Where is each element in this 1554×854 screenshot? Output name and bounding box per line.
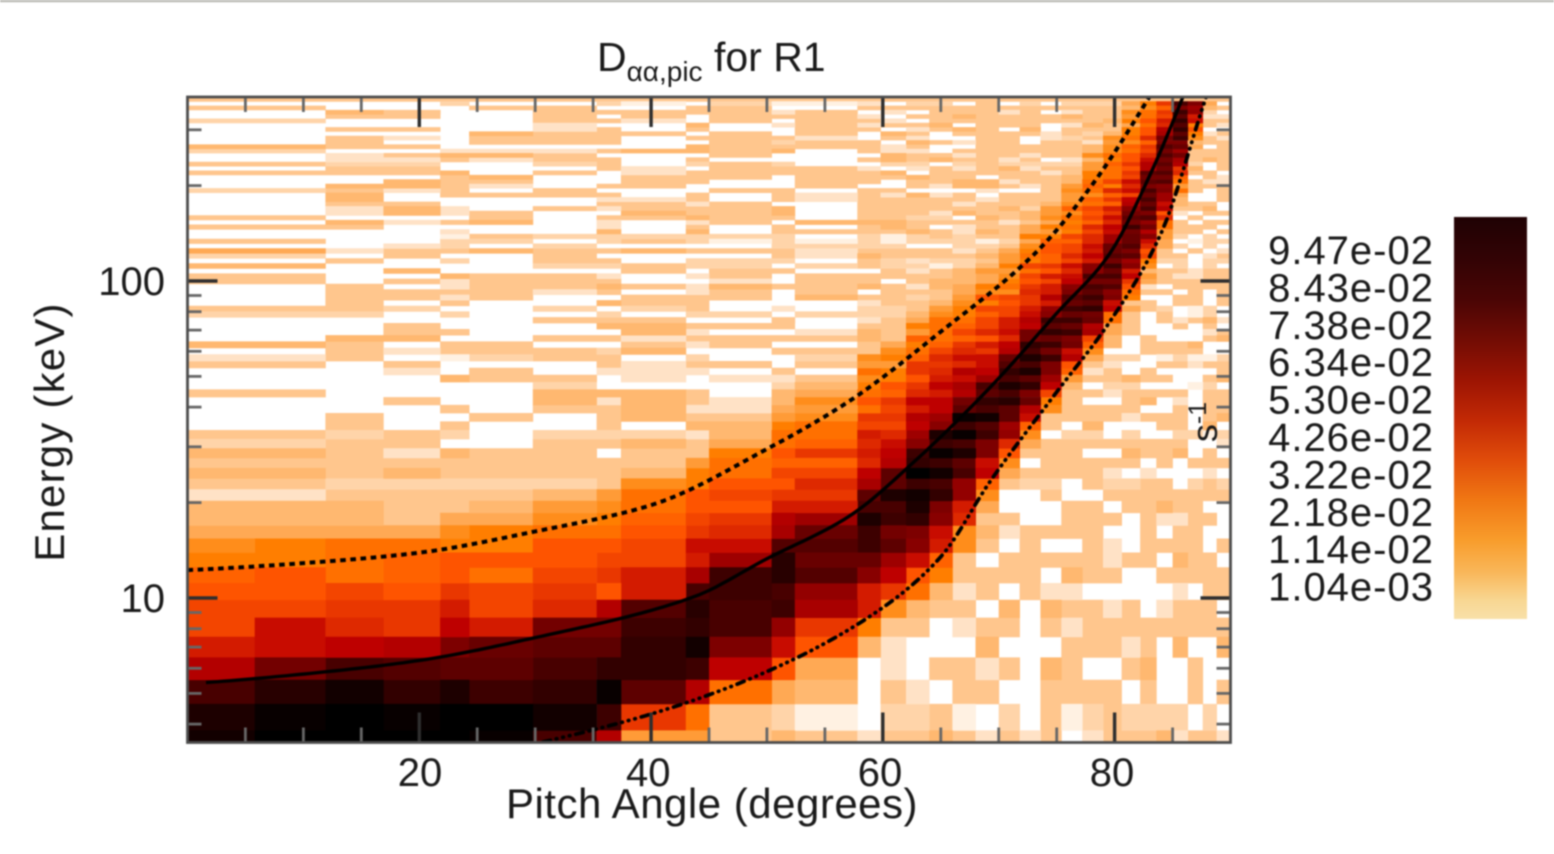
svg-text:9.47e-02: 9.47e-02 <box>1268 229 1434 273</box>
svg-text:10: 10 <box>121 577 166 621</box>
svg-text:1.14e-02: 1.14e-02 <box>1268 528 1434 572</box>
svg-text:40: 40 <box>626 751 671 795</box>
svg-text:Energy (keV): Energy (keV) <box>26 302 73 562</box>
svg-text:80: 80 <box>1090 751 1135 795</box>
svg-text:Pitch Angle (degrees): Pitch Angle (degrees) <box>506 780 918 827</box>
svg-text:8.43e-02: 8.43e-02 <box>1268 266 1434 310</box>
svg-text:1.04e-03: 1.04e-03 <box>1268 566 1434 610</box>
svg-text:5.30e-02: 5.30e-02 <box>1268 379 1434 423</box>
svg-text:4.26e-02: 4.26e-02 <box>1268 416 1434 460</box>
svg-text:2.18e-02: 2.18e-02 <box>1268 491 1434 535</box>
svg-text:20: 20 <box>398 751 443 795</box>
svg-text:60: 60 <box>858 751 903 795</box>
svg-text:7.38e-02: 7.38e-02 <box>1268 304 1434 348</box>
svg-text:6.34e-02: 6.34e-02 <box>1268 341 1434 385</box>
svg-text:100: 100 <box>98 260 165 304</box>
svg-text:3.22e-02: 3.22e-02 <box>1268 453 1434 497</box>
